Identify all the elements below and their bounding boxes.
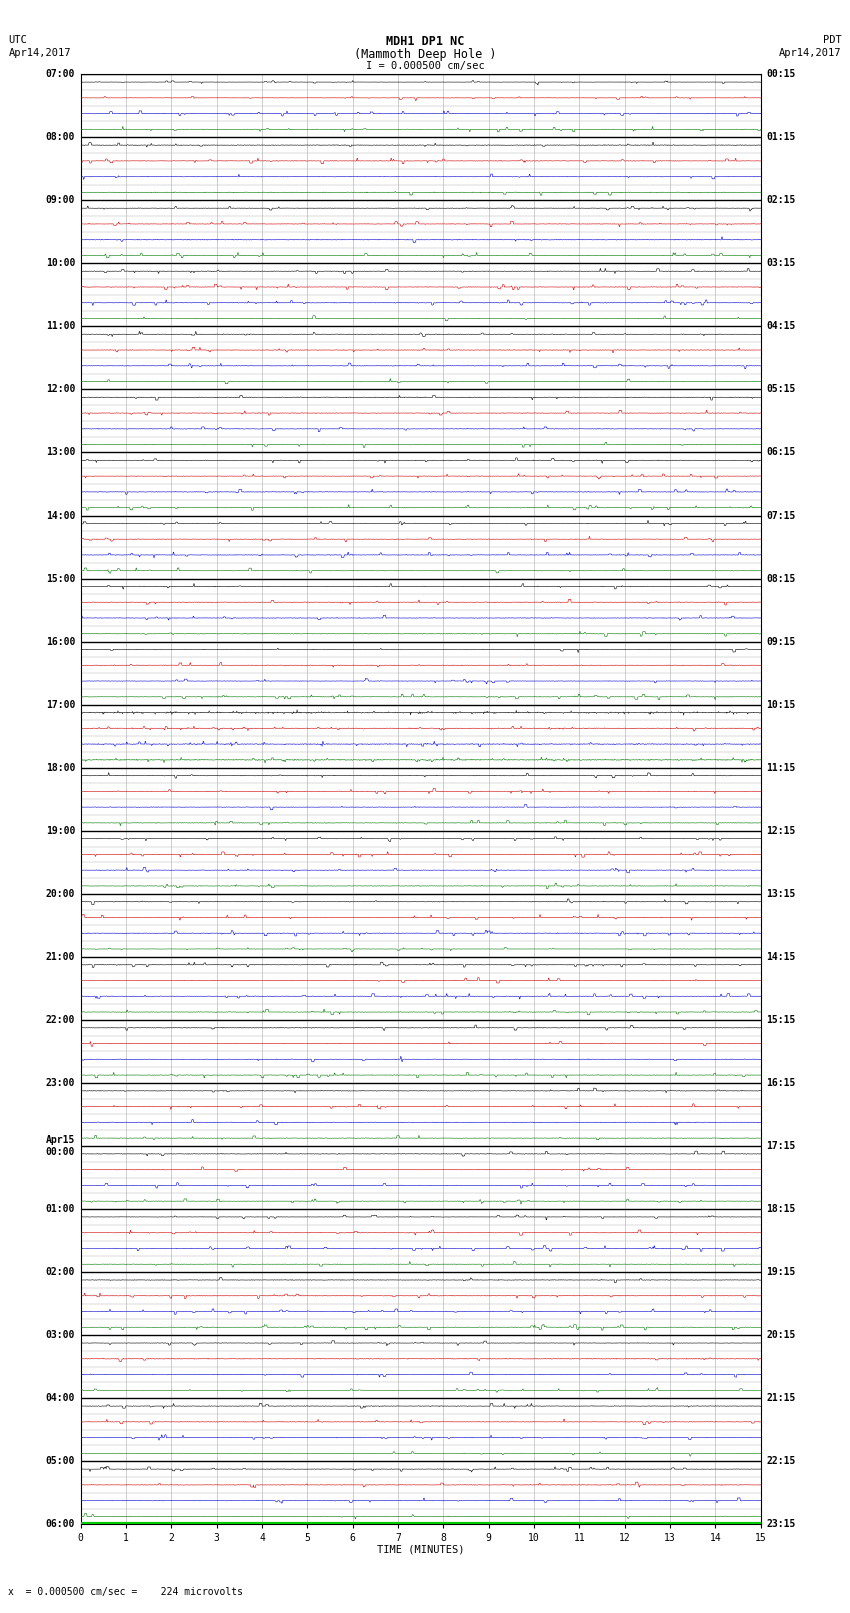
- Text: 11:15: 11:15: [767, 763, 796, 773]
- Text: 01:15: 01:15: [767, 132, 796, 142]
- Text: 06:15: 06:15: [767, 447, 796, 458]
- Text: 16:15: 16:15: [767, 1077, 796, 1087]
- Text: 03:00: 03:00: [46, 1331, 75, 1340]
- Text: 06:00: 06:00: [46, 1519, 75, 1529]
- Text: 13:00: 13:00: [46, 447, 75, 458]
- Text: I = 0.000500 cm/sec: I = 0.000500 cm/sec: [366, 61, 484, 71]
- Text: 05:00: 05:00: [46, 1457, 75, 1466]
- Text: 00:15: 00:15: [767, 69, 796, 79]
- Text: 21:15: 21:15: [767, 1394, 796, 1403]
- Text: 07:00: 07:00: [46, 69, 75, 79]
- Text: 09:15: 09:15: [767, 637, 796, 647]
- Text: PDT: PDT: [823, 35, 842, 45]
- Text: 11:00: 11:00: [46, 321, 75, 331]
- Text: 22:00: 22:00: [46, 1015, 75, 1024]
- Text: 12:00: 12:00: [46, 384, 75, 395]
- Text: 23:00: 23:00: [46, 1077, 75, 1087]
- Text: 08:00: 08:00: [46, 132, 75, 142]
- Text: 23:15: 23:15: [767, 1519, 796, 1529]
- Text: (Mammoth Deep Hole ): (Mammoth Deep Hole ): [354, 48, 496, 61]
- Text: 18:15: 18:15: [767, 1203, 796, 1215]
- Text: 04:15: 04:15: [767, 321, 796, 331]
- Text: Apr15
00:00: Apr15 00:00: [46, 1136, 75, 1157]
- Text: 17:00: 17:00: [46, 700, 75, 710]
- Text: 08:15: 08:15: [767, 574, 796, 584]
- Text: 02:00: 02:00: [46, 1268, 75, 1277]
- Text: 09:00: 09:00: [46, 195, 75, 205]
- Text: 20:15: 20:15: [767, 1331, 796, 1340]
- Text: 19:15: 19:15: [767, 1268, 796, 1277]
- Text: 01:00: 01:00: [46, 1203, 75, 1215]
- Text: Apr14,2017: Apr14,2017: [779, 48, 842, 58]
- Text: 22:15: 22:15: [767, 1457, 796, 1466]
- Text: 10:15: 10:15: [767, 700, 796, 710]
- Text: 17:15: 17:15: [767, 1140, 796, 1152]
- Text: 15:15: 15:15: [767, 1015, 796, 1024]
- Text: 18:00: 18:00: [46, 763, 75, 773]
- Text: 14:00: 14:00: [46, 511, 75, 521]
- Text: 03:15: 03:15: [767, 258, 796, 268]
- Text: 07:15: 07:15: [767, 511, 796, 521]
- Text: 13:15: 13:15: [767, 889, 796, 898]
- Text: 21:00: 21:00: [46, 952, 75, 961]
- Text: 05:15: 05:15: [767, 384, 796, 395]
- Text: 04:00: 04:00: [46, 1394, 75, 1403]
- Text: UTC: UTC: [8, 35, 27, 45]
- Text: 19:00: 19:00: [46, 826, 75, 836]
- Text: 02:15: 02:15: [767, 195, 796, 205]
- Text: MDH1 DP1 NC: MDH1 DP1 NC: [386, 35, 464, 48]
- Text: 10:00: 10:00: [46, 258, 75, 268]
- Text: 14:15: 14:15: [767, 952, 796, 961]
- Text: Apr14,2017: Apr14,2017: [8, 48, 71, 58]
- Text: 15:00: 15:00: [46, 574, 75, 584]
- Text: 20:00: 20:00: [46, 889, 75, 898]
- X-axis label: TIME (MINUTES): TIME (MINUTES): [377, 1545, 464, 1555]
- Text: x  = 0.000500 cm/sec =    224 microvolts: x = 0.000500 cm/sec = 224 microvolts: [8, 1587, 243, 1597]
- Text: 12:15: 12:15: [767, 826, 796, 836]
- Text: 16:00: 16:00: [46, 637, 75, 647]
